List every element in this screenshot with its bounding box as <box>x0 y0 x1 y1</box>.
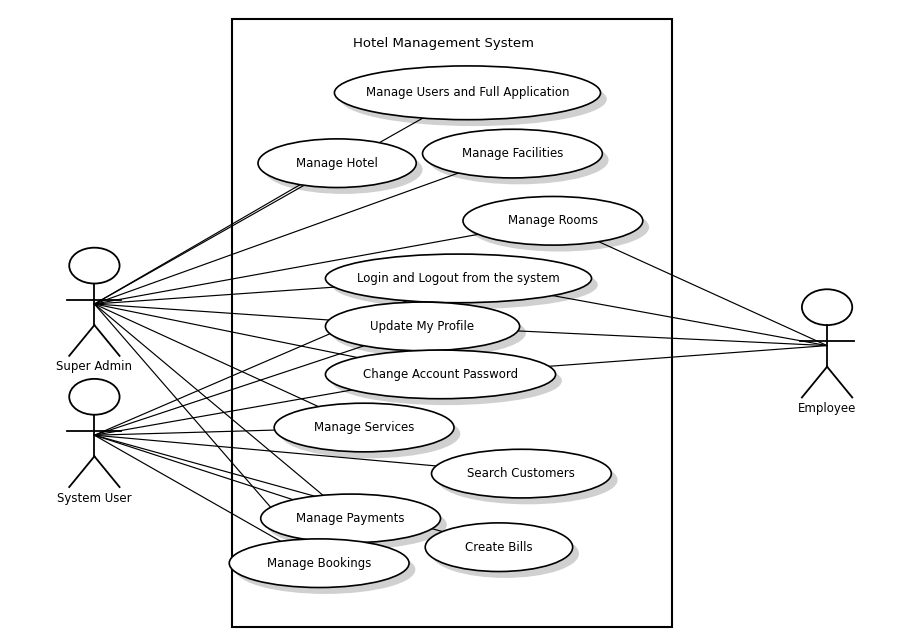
Ellipse shape <box>261 494 441 543</box>
Circle shape <box>69 379 120 415</box>
Ellipse shape <box>429 136 609 184</box>
Ellipse shape <box>325 302 520 351</box>
Ellipse shape <box>325 254 592 303</box>
Text: Manage Payments: Manage Payments <box>297 512 405 525</box>
Text: Super Admin: Super Admin <box>57 360 132 373</box>
Text: Update My Profile: Update My Profile <box>370 320 475 333</box>
Ellipse shape <box>438 456 618 504</box>
Bar <box>232 19 672 627</box>
Ellipse shape <box>274 403 454 452</box>
Ellipse shape <box>432 449 611 498</box>
Text: Manage Services: Manage Services <box>314 421 414 434</box>
Ellipse shape <box>264 145 423 194</box>
Text: Search Customers: Search Customers <box>467 467 575 480</box>
Ellipse shape <box>423 129 602 178</box>
Ellipse shape <box>229 539 409 588</box>
Text: System User: System User <box>57 492 132 504</box>
Ellipse shape <box>463 196 643 245</box>
Circle shape <box>802 289 852 325</box>
Text: Manage Users and Full Application: Manage Users and Full Application <box>366 86 569 99</box>
Text: Login and Logout from the system: Login and Logout from the system <box>357 272 560 285</box>
Ellipse shape <box>325 350 556 399</box>
Text: Employee: Employee <box>798 402 856 415</box>
Text: Manage Rooms: Manage Rooms <box>508 214 598 227</box>
Ellipse shape <box>332 356 562 405</box>
Text: Create Bills: Create Bills <box>465 541 533 554</box>
Ellipse shape <box>341 72 607 126</box>
Ellipse shape <box>258 139 416 188</box>
Ellipse shape <box>236 545 415 594</box>
Ellipse shape <box>267 500 447 549</box>
Ellipse shape <box>332 260 598 309</box>
Circle shape <box>69 248 120 284</box>
Ellipse shape <box>425 523 573 572</box>
Text: Manage Facilities: Manage Facilities <box>462 147 563 160</box>
Text: Hotel Management System: Hotel Management System <box>353 37 534 50</box>
Ellipse shape <box>332 308 526 357</box>
Ellipse shape <box>432 529 579 578</box>
Ellipse shape <box>280 410 460 458</box>
Text: Manage Hotel: Manage Hotel <box>296 157 378 170</box>
Text: Change Account Password: Change Account Password <box>363 368 518 381</box>
Ellipse shape <box>334 66 601 120</box>
Ellipse shape <box>469 203 649 252</box>
Text: Manage Bookings: Manage Bookings <box>267 557 371 570</box>
